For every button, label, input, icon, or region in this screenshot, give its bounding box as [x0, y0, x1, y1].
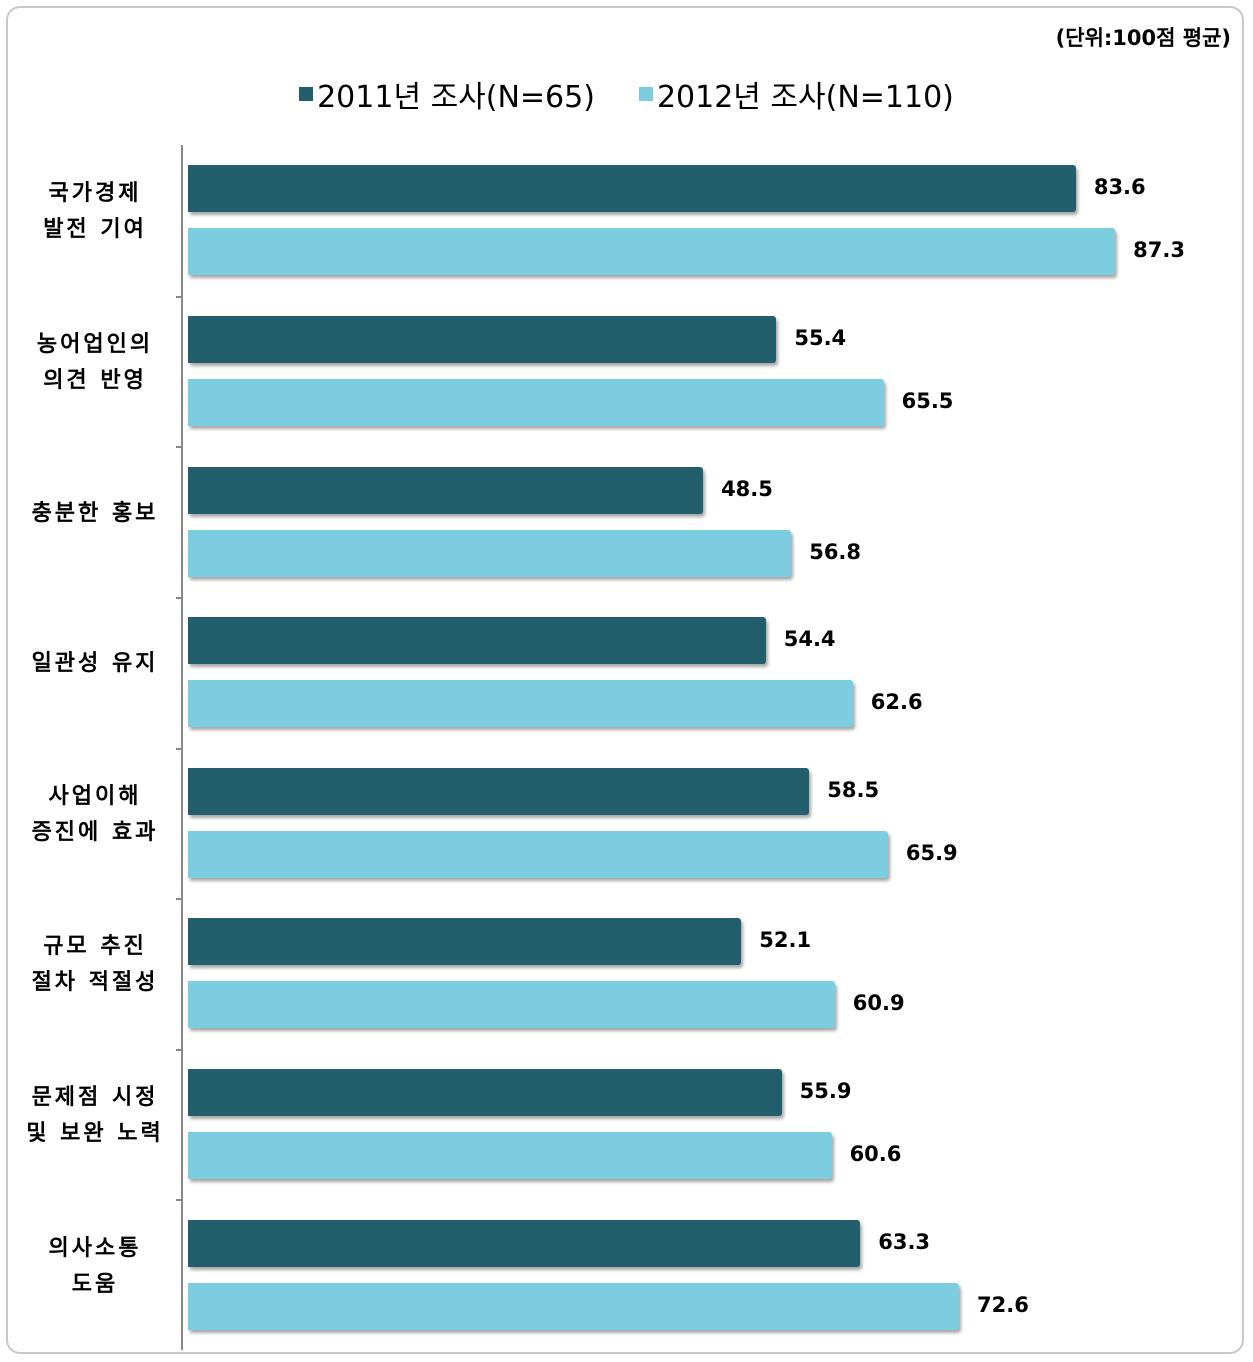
- axis-tick: [176, 898, 183, 901]
- y-tick-label: 국가경제 발전 기여: [43, 181, 147, 243]
- bar: [188, 1069, 782, 1117]
- legend-label: 2012년 조사(N=110): [656, 80, 954, 115]
- legend-label: 2011년 조사(N=65): [317, 80, 595, 115]
- legend-item: 2011년 조사(N=65): [299, 72, 595, 116]
- legend-swatch: [638, 87, 653, 101]
- bar: [188, 918, 742, 966]
- y-tick-label: 문제점 시정 및 보완 노력: [26, 1085, 164, 1147]
- y-tick-label: 충분한 홍보: [31, 500, 159, 526]
- bar: [188, 1132, 832, 1180]
- legend-swatch: [299, 87, 314, 101]
- data-label: 58.5: [827, 777, 880, 802]
- chart-frame: [6, 6, 1244, 1354]
- bar: [188, 529, 792, 577]
- data-label: 60.9: [852, 991, 905, 1016]
- axis-tick: [176, 1199, 183, 1202]
- data-label: 55.4: [794, 325, 847, 350]
- data-label: 72.6: [977, 1292, 1029, 1317]
- legend: 2011년 조사(N=65) 2012년 조사(N=110): [0, 72, 1253, 116]
- bar: [188, 1219, 861, 1267]
- bar: [188, 1282, 959, 1330]
- axis-tick: [176, 1048, 183, 1051]
- bar: [188, 830, 888, 878]
- data-label: 62.6: [870, 690, 923, 715]
- data-label: 65.9: [905, 840, 958, 865]
- data-label: 48.5: [721, 476, 773, 501]
- unit-note: (단위:100점 평균): [1055, 26, 1231, 50]
- bar: [188, 228, 1116, 276]
- data-label: 65.5: [901, 388, 954, 413]
- axis-tick: [176, 295, 183, 298]
- bar: [188, 466, 704, 514]
- bar: [188, 680, 853, 728]
- data-label: 63.3: [878, 1229, 931, 1254]
- y-tick-label: 농어업인의 의견 반영: [36, 331, 154, 393]
- data-label: 55.9: [799, 1079, 852, 1104]
- y-tick-label: 일관성 유지: [31, 651, 159, 677]
- y-tick-label: 사업이해 증진에 효과: [31, 783, 159, 845]
- data-label: 54.4: [783, 627, 836, 652]
- bar: [188, 767, 810, 815]
- data-label: 56.8: [809, 539, 862, 564]
- data-label: 60.6: [849, 1142, 902, 1167]
- data-label: 87.3: [1133, 238, 1185, 263]
- bar: [188, 165, 1076, 213]
- bar: [188, 617, 766, 665]
- bar: [188, 315, 777, 363]
- y-tick-label: 규모 추진 절차 적절성: [31, 934, 159, 996]
- y-tick-label: 의사소통 도움: [48, 1235, 142, 1297]
- data-label: 83.6: [1093, 175, 1146, 200]
- legend-item: 2012년 조사(N=110): [638, 72, 954, 116]
- axis-tick: [176, 596, 183, 599]
- data-label: 52.1: [759, 928, 812, 953]
- bar: [188, 981, 835, 1029]
- bar: [188, 378, 884, 426]
- axis-tick: [176, 446, 183, 449]
- axis-tick: [176, 747, 183, 750]
